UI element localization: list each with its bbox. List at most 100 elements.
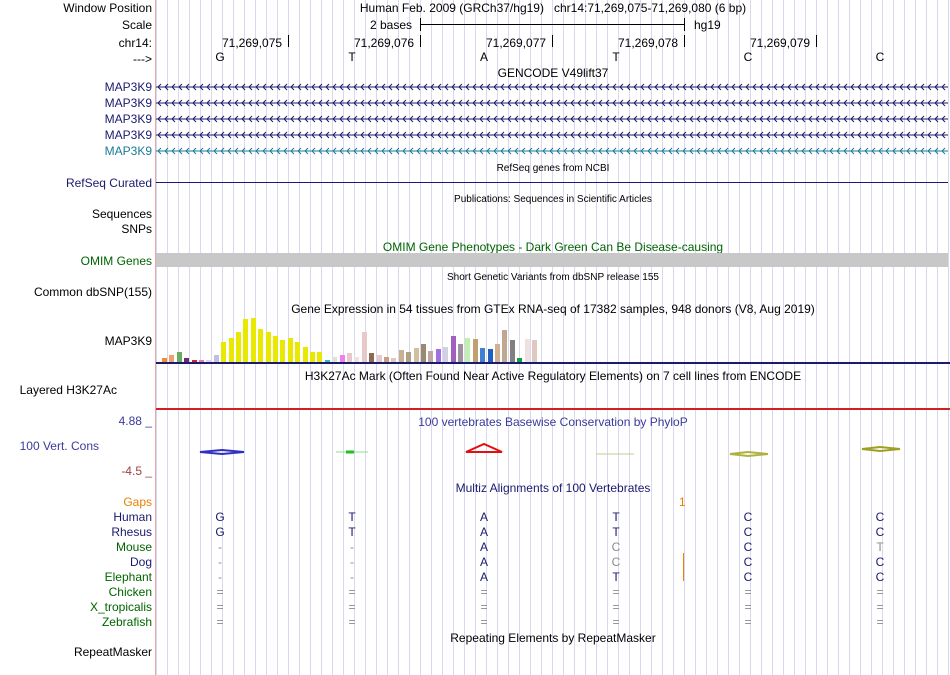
base: G [215, 50, 225, 64]
base: T [612, 50, 620, 64]
gtex-tissue-bar[interactable] [258, 329, 264, 362]
alignment-base: C [875, 555, 885, 569]
gtex-tissue-bar[interactable] [435, 349, 441, 362]
gtex-tissue-bar[interactable] [354, 357, 360, 362]
gtex-tissue-bar[interactable] [273, 336, 278, 362]
gtex-tissue-bar[interactable] [524, 339, 530, 362]
gtex-tissue-bar[interactable] [465, 338, 471, 362]
gencode-gene-label[interactable]: MAP3K9 [104, 80, 152, 94]
gtex-tissue-bar[interactable] [369, 353, 375, 362]
dbsnp-track-label[interactable]: Common dbSNP(155) [33, 285, 152, 299]
gtex-tissue-bar[interactable] [487, 349, 493, 362]
ruler-tick-label: 71,269,079 [750, 36, 811, 50]
gtex-tissue-bar[interactable] [206, 360, 212, 362]
gtex-tissue-bar[interactable] [413, 348, 419, 362]
gtex-tissue-bar[interactable] [472, 339, 478, 362]
omim-track-label[interactable]: OMIM Genes [80, 254, 152, 268]
repeatmasker-track-label[interactable]: RepeatMasker [73, 645, 152, 659]
gtex-tissue-bar[interactable] [347, 353, 352, 362]
alignment-base: G [215, 525, 225, 539]
gtex-tissue-bar[interactable] [310, 352, 315, 362]
strand-label[interactable]: ---> [133, 52, 152, 66]
gtex-tissue-bar[interactable] [339, 355, 345, 362]
gencode-transcript[interactable] [156, 114, 948, 124]
alignment-base: T [612, 510, 620, 524]
alignment-base: = [216, 585, 224, 599]
gtex-tissue-bar[interactable] [391, 358, 397, 362]
gtex-tissue-bar[interactable] [332, 357, 338, 362]
gtex-tissue-bar[interactable] [280, 340, 286, 362]
gtex-tissue-bar[interactable] [250, 318, 256, 362]
gtex-tissue-bar[interactable] [243, 319, 249, 362]
gtex-tissue-bar[interactable] [406, 352, 412, 362]
gtex-tissue-bar[interactable] [517, 358, 523, 362]
gencode-gene-label[interactable]: MAP3K9 [104, 144, 152, 158]
gtex-tissue-bar[interactable] [458, 344, 463, 362]
gtex-tissue-bar[interactable] [428, 351, 434, 362]
gencode-transcript[interactable] [156, 82, 948, 92]
gtex-tissue-bar[interactable] [169, 355, 175, 362]
gtex-tissue-bar[interactable] [199, 360, 204, 362]
gtex-tissue-bar[interactable] [213, 355, 219, 362]
h3k27ac-signal-line[interactable] [156, 408, 950, 410]
grid-line [640, 0, 641, 675]
gtex-tissue-bar[interactable] [184, 358, 190, 362]
refseq-track-label[interactable]: RefSeq Curated [65, 176, 152, 190]
sequences-track-label[interactable]: Sequences [91, 207, 152, 221]
gencode-gene-label[interactable]: MAP3K9 [104, 112, 152, 126]
phylop-signal[interactable] [156, 440, 950, 465]
gtex-tissue-bar[interactable] [502, 330, 508, 362]
alignment-base: - [350, 570, 354, 584]
grid-line [332, 0, 333, 675]
omim-gene-bar[interactable] [156, 253, 948, 267]
gtex-tissue-bar[interactable] [509, 340, 515, 362]
multiz-title: Multiz Alignments of 100 Vertebrates [455, 481, 651, 495]
phylop-track-label[interactable]: 100 Vert. Cons [19, 439, 99, 453]
snps-track-label[interactable]: SNPs [121, 222, 152, 236]
gencode-transcript[interactable] [156, 146, 948, 156]
gtex-tissue-bar[interactable] [384, 357, 389, 362]
gtex-tissue-bar[interactable] [398, 350, 404, 362]
grid-line [706, 0, 707, 675]
alignment-base: = [216, 600, 224, 614]
alignment-base: C [743, 570, 753, 584]
gtex-tissue-bar[interactable] [317, 352, 323, 362]
gtex-tissue-bar[interactable] [228, 338, 234, 362]
gencode-gene-label[interactable]: MAP3K9 [104, 96, 152, 110]
gtex-tissue-bar[interactable] [443, 347, 449, 362]
gtex-tissue-bar[interactable] [221, 342, 227, 362]
track-display[interactable]: Human Feb. 2009 (GRCh37/hg19) chr14:71,2… [156, 0, 950, 675]
gencode-gene-label[interactable]: MAP3K9 [104, 128, 152, 142]
gtex-tissue-bar[interactable] [324, 360, 330, 362]
alignment-base: = [612, 615, 620, 629]
gtex-tissue-bar[interactable] [421, 344, 426, 362]
grid-line [409, 0, 410, 675]
alignment-base: - [218, 540, 222, 554]
gtex-tissue-bar[interactable] [287, 338, 293, 362]
gencode-transcript[interactable] [156, 98, 948, 108]
gtex-tissue-bar[interactable] [376, 355, 382, 362]
gtex-tissue-bar[interactable] [295, 342, 301, 362]
grid-line [508, 0, 509, 675]
gtex-tissue-bar[interactable] [302, 347, 308, 362]
gtex-tissue-bar[interactable] [532, 340, 537, 362]
grid-line [541, 0, 542, 675]
refseq-gene-line[interactable] [156, 182, 948, 183]
gtex-tissue-bar[interactable] [361, 332, 367, 362]
h3k27ac-track-label[interactable]: Layered H3K27Ac [19, 383, 117, 397]
gtex-tissue-bar[interactable] [450, 336, 456, 362]
gtex-bar-chart[interactable] [156, 316, 556, 362]
gtex-tissue-bar[interactable] [191, 360, 197, 362]
gtex-tissue-bar[interactable] [176, 352, 182, 362]
gencode-transcript[interactable] [156, 130, 948, 140]
gtex-track-label[interactable]: MAP3K9 [104, 334, 152, 348]
alignment-base: T [612, 570, 620, 584]
grid-line [948, 0, 949, 675]
grid-line [343, 0, 344, 675]
gtex-tissue-bar[interactable] [162, 358, 167, 362]
gtex-tissue-bar[interactable] [480, 348, 486, 362]
scale-label: Scale [121, 18, 152, 32]
gtex-tissue-bar[interactable] [265, 332, 271, 362]
gtex-tissue-bar[interactable] [236, 332, 241, 362]
gtex-tissue-bar[interactable] [495, 344, 500, 362]
